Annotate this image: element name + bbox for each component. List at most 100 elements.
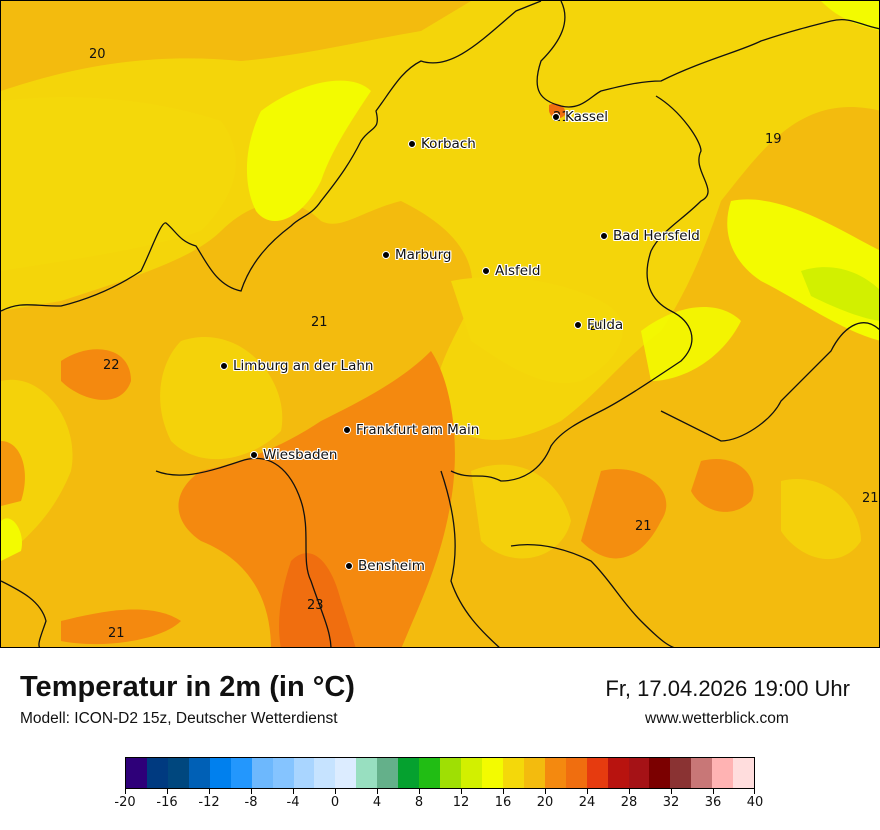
city-marker: Marburg xyxy=(382,247,451,263)
city-marker: Alsfeld xyxy=(482,263,540,279)
legend-tick-label: -12 xyxy=(198,795,220,810)
city-label: Limburg an der Lahn xyxy=(233,358,374,374)
city-dot-icon xyxy=(382,251,390,259)
legend-tick-mark xyxy=(125,789,126,794)
legend-tick-mark xyxy=(503,789,504,794)
isotherm-label: 21 xyxy=(108,626,125,641)
legend-tick-label: -8 xyxy=(244,795,258,810)
legend-swatch xyxy=(586,758,608,788)
city-dot-icon xyxy=(408,140,416,148)
city-dot-icon xyxy=(552,113,560,121)
legend-swatch xyxy=(440,758,461,788)
legend-swatch xyxy=(628,758,650,788)
color-scale-legend xyxy=(125,757,755,789)
legend-swatch xyxy=(481,758,503,788)
legend-tick-label: 36 xyxy=(704,795,722,810)
legend-swatch xyxy=(146,758,168,788)
legend-swatch xyxy=(419,758,441,788)
legend-tick-mark xyxy=(377,789,378,794)
city-marker: Korbach xyxy=(408,136,476,152)
city-marker: Limburg an der Lahn xyxy=(220,358,373,374)
legend-swatch xyxy=(126,758,147,788)
legend-swatch xyxy=(691,758,713,788)
legend-tick-label: 24 xyxy=(578,795,596,810)
legend-swatch xyxy=(565,758,587,788)
legend-tick-label: 12 xyxy=(452,795,470,810)
city-label: Fulda xyxy=(587,317,624,333)
city-dot-icon xyxy=(343,426,351,434)
city-marker: Wiesbaden xyxy=(250,447,337,463)
city-label: Wiesbaden xyxy=(263,447,338,463)
city-dot-icon xyxy=(482,267,490,275)
city-label: Alsfeld xyxy=(495,263,541,279)
legend-swatch xyxy=(167,758,189,788)
legend-tick-mark xyxy=(713,789,714,794)
legend-swatch xyxy=(188,758,210,788)
city-dot-icon xyxy=(220,362,228,370)
legend-tick-mark xyxy=(419,789,420,794)
legend-tick-mark xyxy=(209,789,210,794)
city-label: Marburg xyxy=(395,247,452,263)
forecast-datetime: Fr, 17.04.2026 19:00 Uhr xyxy=(605,676,850,701)
legend-swatch xyxy=(272,758,294,788)
legend-swatch xyxy=(314,758,336,788)
legend-tick-mark xyxy=(251,789,252,794)
legend-swatch xyxy=(523,758,545,788)
legend-tick-label: 16 xyxy=(494,795,512,810)
legend-swatch xyxy=(544,758,566,788)
legend-swatch xyxy=(649,758,671,788)
legend-tick-label: 4 xyxy=(372,795,382,810)
legend-swatch xyxy=(712,758,734,788)
legend-tick-label: -16 xyxy=(156,795,178,810)
legend-tick-mark xyxy=(293,789,294,794)
isotherm-label: 22 xyxy=(103,358,120,373)
legend-swatch xyxy=(502,758,524,788)
isotherm-label: 21 xyxy=(862,491,879,506)
legend-swatch xyxy=(607,758,629,788)
city-marker: Kassel xyxy=(552,109,608,125)
legend-tick-mark xyxy=(587,789,588,794)
legend-tick-label: 40 xyxy=(746,795,764,810)
model-subtitle: Modell: ICON-D2 15z, Deutscher Wetterdie… xyxy=(20,710,338,727)
isotherm-label: 23 xyxy=(307,598,324,613)
city-marker: Fulda xyxy=(574,317,623,333)
legend-swatch xyxy=(461,758,482,788)
city-marker: Bensheim xyxy=(345,558,425,574)
map-title: Temperatur in 2m (in °C) xyxy=(20,671,355,703)
legend-tick-mark xyxy=(167,789,168,794)
isotherm-label: 20 xyxy=(589,319,606,334)
city-label: Frankfurt am Main xyxy=(356,422,480,438)
legend-tick-mark xyxy=(629,789,630,794)
legend-swatch xyxy=(230,758,252,788)
legend-tick-label: -4 xyxy=(286,795,300,810)
city-dot-icon xyxy=(345,562,353,570)
website-link[interactable]: www.wetterblick.com xyxy=(645,710,789,727)
legend-tick-mark xyxy=(461,789,462,794)
legend-tick-label: 8 xyxy=(414,795,424,810)
legend-swatch xyxy=(251,758,273,788)
legend-swatch xyxy=(209,758,231,788)
legend-tick-label: 28 xyxy=(620,795,638,810)
legend-tick-mark xyxy=(545,789,546,794)
isotherm-label: 21 xyxy=(635,519,652,534)
legend-tick-labels: -20 -16 -12 -8 -4 0 4 8 12 16 20 24 28 32 36 40 xyxy=(114,789,763,819)
legend-swatch xyxy=(398,758,420,788)
city-label: Bad Hersfeld xyxy=(613,228,700,244)
temperature-map: 20 21 19 21 20 22 21 21 23 21 Kassel Korbach Bad He… xyxy=(0,0,880,648)
city-label: Bensheim xyxy=(358,558,425,574)
legend-swatch xyxy=(670,758,692,788)
isotherm-label: 19 xyxy=(765,132,782,147)
legend-tick-mark xyxy=(754,789,755,794)
isotherm-label: 21 xyxy=(311,315,328,330)
city-marker: Frankfurt am Main xyxy=(343,422,479,438)
legend-tick-label: 0 xyxy=(330,795,340,810)
isotherm-label: 20 xyxy=(89,47,106,62)
city-label: Korbach xyxy=(421,136,476,152)
legend-swatch xyxy=(377,758,399,788)
legend-tick-mark xyxy=(671,789,672,794)
legend-swatch xyxy=(293,758,315,788)
legend-tick-mark xyxy=(335,789,336,794)
legend-tick-label: 20 xyxy=(536,795,554,810)
city-label: Kassel xyxy=(565,109,609,125)
legend-tick-label: -20 xyxy=(114,795,136,810)
